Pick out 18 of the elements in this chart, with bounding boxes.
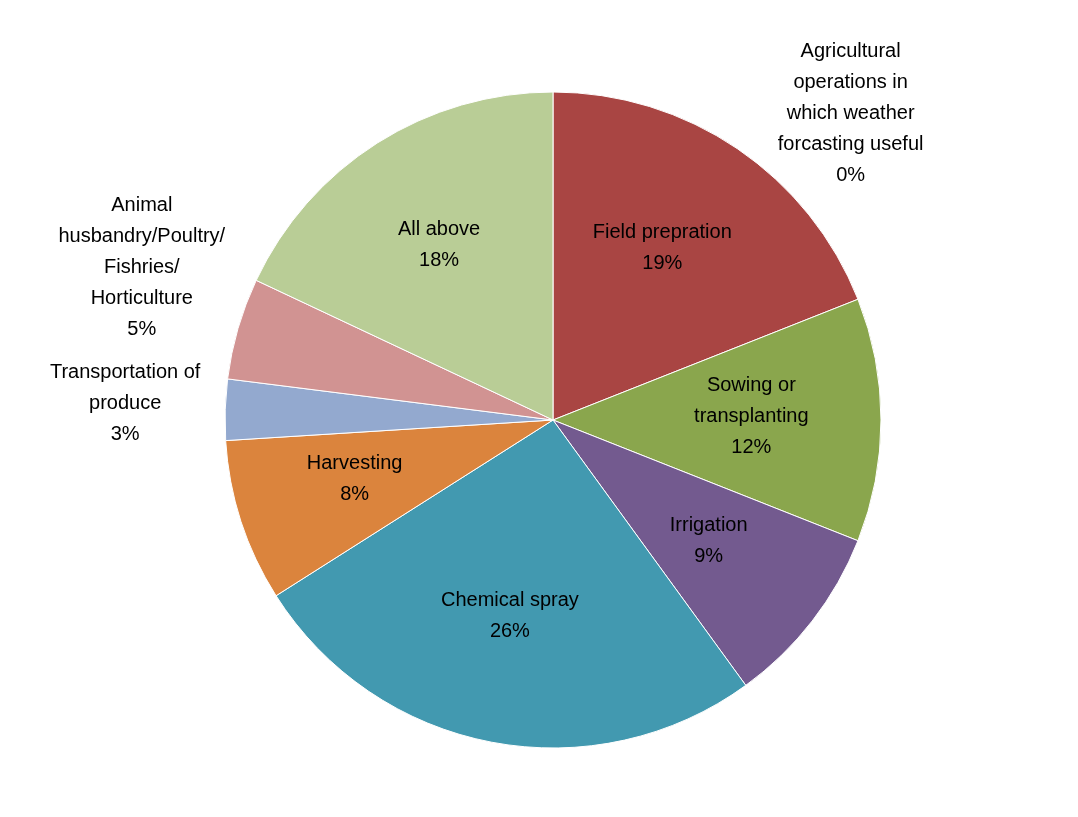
text: 0% (836, 163, 866, 186)
slice-label: Field prepration (592, 220, 732, 243)
slice-label: All above (397, 216, 481, 239)
data-label: 3% (110, 421, 140, 444)
data-label: 9% (694, 544, 724, 567)
data-label: 12% (731, 435, 772, 457)
data-label: 19% (642, 251, 683, 274)
slice-label: Sowing or transplanting (694, 373, 809, 426)
data-label: 18% (419, 247, 460, 270)
slice-label: Chemical spray (440, 588, 579, 611)
slice-label: Animal husbandry/Poultry/Fishries/Horticulture (58, 192, 226, 308)
data-label: 8% (340, 482, 370, 505)
category-label: Agricultural operations in which weather forcasting useful (777, 39, 924, 155)
slice-label: Transportation of produce (49, 359, 201, 413)
slice-label: Harvesting (306, 451, 403, 474)
slice-label: Irrigation (669, 513, 748, 536)
data-label: 5% (127, 316, 157, 339)
data-label: 26% (489, 619, 531, 642)
